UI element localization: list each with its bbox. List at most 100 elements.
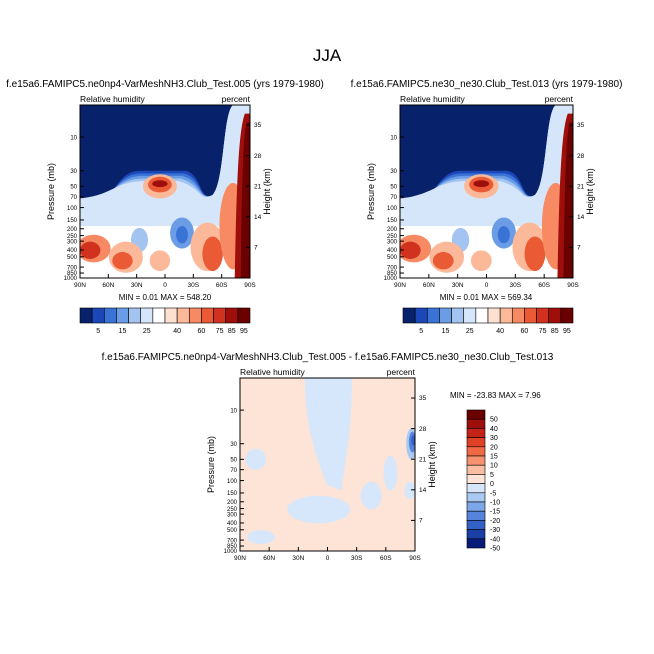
contour-region [524, 236, 546, 272]
colorbar-label: 15 [490, 454, 498, 461]
y-axis-title: Pressure (mb) [206, 436, 216, 493]
colorbar-swatch [116, 307, 129, 324]
colorbar-swatch [466, 455, 486, 466]
contour-region [247, 530, 275, 545]
colorbar-swatch [451, 307, 465, 324]
colorbar-label: 95 [240, 328, 248, 335]
colorbar-swatch [499, 307, 513, 324]
colorbar-label: 15 [119, 328, 127, 335]
colorbar-swatch [128, 307, 142, 324]
colorbar-label: 5 [490, 472, 494, 479]
x-tick-label: 60N [102, 282, 114, 289]
chart-panel [399, 104, 574, 279]
panel-title: f.e15a6.FAMIPC5.ne30_ne30.Club_Test.013 … [351, 79, 623, 90]
colorbar-swatch [237, 307, 251, 324]
colorbar-label: 25 [143, 328, 151, 335]
y-tick-label: 100 [227, 479, 238, 485]
x-tick-label: 60S [216, 282, 228, 289]
colorbar-label: -20 [490, 518, 500, 525]
y2-tick-label: 28 [419, 426, 427, 433]
y-tick-label: 250 [227, 507, 238, 513]
contour-region [202, 236, 223, 272]
colorbar-swatch [188, 307, 202, 324]
y-tick-label: 150 [387, 218, 398, 224]
colorbar-swatch [466, 483, 486, 494]
contour-region [153, 201, 171, 223]
y-tick-label: 250 [67, 234, 78, 240]
contour-region [245, 448, 267, 470]
colorbar-swatch [140, 307, 154, 324]
x-tick-label: 30N [292, 555, 304, 562]
y-tick-label: 200 [227, 500, 238, 506]
colorbar-swatch [466, 418, 486, 429]
y2-tick-label: 35 [577, 122, 585, 129]
colorbar-swatch [201, 307, 214, 324]
min-max-label: MIN = -23.83 MAX = 7.96 [450, 391, 541, 400]
y-tick-label: 50 [70, 185, 77, 191]
contour-region [176, 226, 188, 244]
y2-tick-label: 7 [577, 245, 581, 252]
colorbar-label: 60 [521, 328, 529, 335]
colorbar-swatch [466, 538, 486, 549]
colorbar-swatch [536, 307, 550, 324]
colorbar-label: 85 [551, 328, 559, 335]
contour-region [411, 435, 415, 446]
contour-region [304, 378, 352, 491]
colorbar-swatch [463, 307, 477, 324]
y-tick-label: 200 [387, 227, 398, 233]
colorbar-label: 40 [490, 426, 498, 433]
colorbar-swatch [466, 510, 486, 521]
x-tick-label: 30S [188, 282, 200, 289]
y-tick-label: 400 [387, 248, 398, 254]
y2-tick-label: 28 [254, 153, 262, 160]
x-tick-label: 0 [485, 282, 489, 289]
colorbar-swatch [548, 307, 562, 324]
min-max-label: MIN = 0.01 MAX = 548.20 [119, 293, 212, 302]
x-tick-label: 60N [423, 282, 435, 289]
contour-region [404, 481, 415, 500]
colorbar [79, 307, 251, 324]
colorbar-swatch [511, 307, 525, 324]
x-tick-label: 0 [326, 555, 330, 562]
y-tick-label: 1000 [384, 276, 398, 282]
contour-region [287, 495, 351, 524]
colorbar-label: 30 [490, 435, 498, 442]
colorbar-label: 5 [419, 328, 423, 335]
x-tick-label: 90N [74, 282, 86, 289]
y-tick-label: 30 [230, 442, 237, 448]
colorbar [466, 409, 486, 549]
x-tick-label: 60N [263, 555, 275, 562]
figure-title: JJA [312, 46, 342, 65]
variable-label: Relative humidity [240, 367, 305, 377]
contour-region [149, 250, 171, 272]
colorbar-swatch [164, 307, 178, 324]
colorbar-label: -15 [490, 509, 500, 516]
panel-title: f.e15a6.FAMIPC5.ne0np4-VarMeshNH3.Club_T… [6, 79, 324, 90]
x-tick-label: 60S [538, 282, 550, 289]
x-tick-label: 90N [394, 282, 406, 289]
y-tick-label: 1000 [64, 276, 78, 282]
y-tick-label: 150 [67, 218, 78, 224]
colorbar-label: -5 [490, 490, 496, 497]
y-tick-label: 100 [387, 206, 398, 212]
y-tick-label: 70 [70, 195, 77, 201]
colorbar-swatch [79, 307, 93, 324]
colorbar-label: 60 [198, 328, 206, 335]
colorbar-swatch [466, 437, 486, 448]
y-tick-label: 300 [387, 239, 398, 245]
x-tick-label: 30S [510, 282, 522, 289]
colorbar-swatch [524, 307, 537, 324]
y2-axis-title: Height (km) [427, 441, 437, 488]
y-axis-title: Pressure (mb) [46, 163, 56, 220]
colorbar-swatch [176, 307, 190, 324]
contour-region [152, 180, 168, 188]
colorbar [402, 307, 574, 324]
y-tick-label: 500 [387, 255, 398, 261]
colorbar-swatch [91, 307, 105, 324]
colorbar-swatch [466, 501, 486, 512]
colorbar-label: -50 [490, 546, 500, 553]
x-tick-label: 90N [234, 555, 246, 562]
colorbar-swatch [213, 307, 227, 324]
variable-label: Relative humidity [80, 94, 145, 104]
colorbar-swatch [466, 492, 486, 503]
